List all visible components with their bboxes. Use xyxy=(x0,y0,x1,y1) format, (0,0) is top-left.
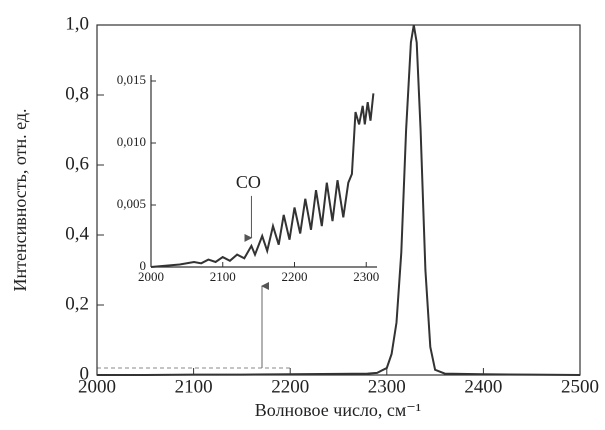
y-tick-label: 1,0 xyxy=(65,13,89,34)
x-tick-label: 2500 xyxy=(561,376,599,397)
x-tick-label: 2400 xyxy=(464,376,502,397)
x-axis-title: Волновое число, см⁻¹ xyxy=(255,400,421,420)
x-tick-label: 2200 xyxy=(281,269,307,284)
y-tick-label: 0,4 xyxy=(65,223,89,244)
x-tick-label: 2300 xyxy=(353,269,379,284)
annotation: CO xyxy=(236,172,261,192)
x-tick-label: 2300 xyxy=(368,376,406,397)
x-tick-label: 2000 xyxy=(78,376,116,397)
x-tick-label: 2100 xyxy=(175,376,213,397)
y-tick-label: 0 xyxy=(140,258,147,273)
y-tick-label: 0,005 xyxy=(117,196,146,211)
x-tick-label: 2000 xyxy=(138,269,164,284)
y-tick-label: 0,6 xyxy=(65,153,89,174)
x-tick-label: 2200 xyxy=(271,376,309,397)
plot-frame xyxy=(96,24,581,376)
data-line xyxy=(97,24,581,376)
y-tick-label: 0,010 xyxy=(117,134,146,149)
data-line xyxy=(150,93,375,268)
y-tick-label: 0,2 xyxy=(65,293,89,314)
x-tick-label: 2100 xyxy=(210,269,236,284)
y-tick-label: 0 xyxy=(80,363,90,384)
y-tick-label: 0,015 xyxy=(117,72,146,87)
y-tick-label: 0,8 xyxy=(65,83,89,104)
y-axis-title: Интенсивность, отн. ед. xyxy=(10,108,30,291)
